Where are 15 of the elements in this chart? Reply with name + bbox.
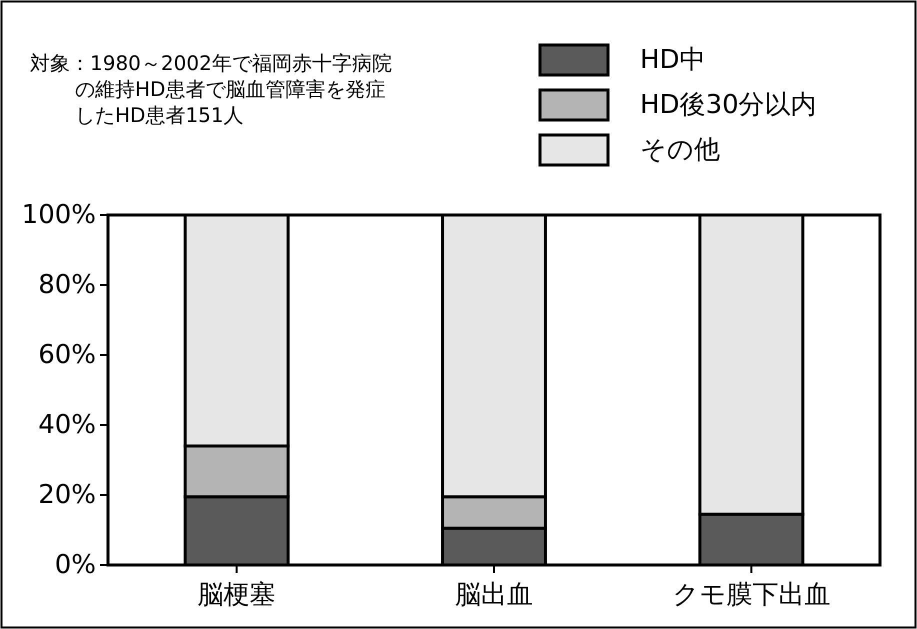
text: したHD患者151人: [75, 103, 244, 127]
x-tick-label: 脳出血: [455, 580, 533, 610]
y-tick-label: 40%: [38, 410, 96, 440]
legend-label: その他: [640, 135, 720, 165]
y-tick-label: 100%: [22, 200, 96, 230]
x-tick-label: 脳梗塞: [198, 580, 276, 610]
text: の維持HD患者で脳血管障害を発症: [75, 77, 386, 101]
y-tick-label: 20%: [38, 480, 96, 510]
legend-label: HD中: [640, 45, 706, 75]
y-tick-label: 0%: [54, 550, 96, 580]
y-tick-label: 80%: [38, 270, 96, 300]
y-tick-label: 60%: [38, 340, 96, 370]
legend-label: HD後30分以内: [640, 90, 817, 120]
x-tick-label: クモ膜下出血: [672, 580, 830, 610]
text: 対象：1980～2002年で福岡赤十字病院: [30, 51, 392, 75]
